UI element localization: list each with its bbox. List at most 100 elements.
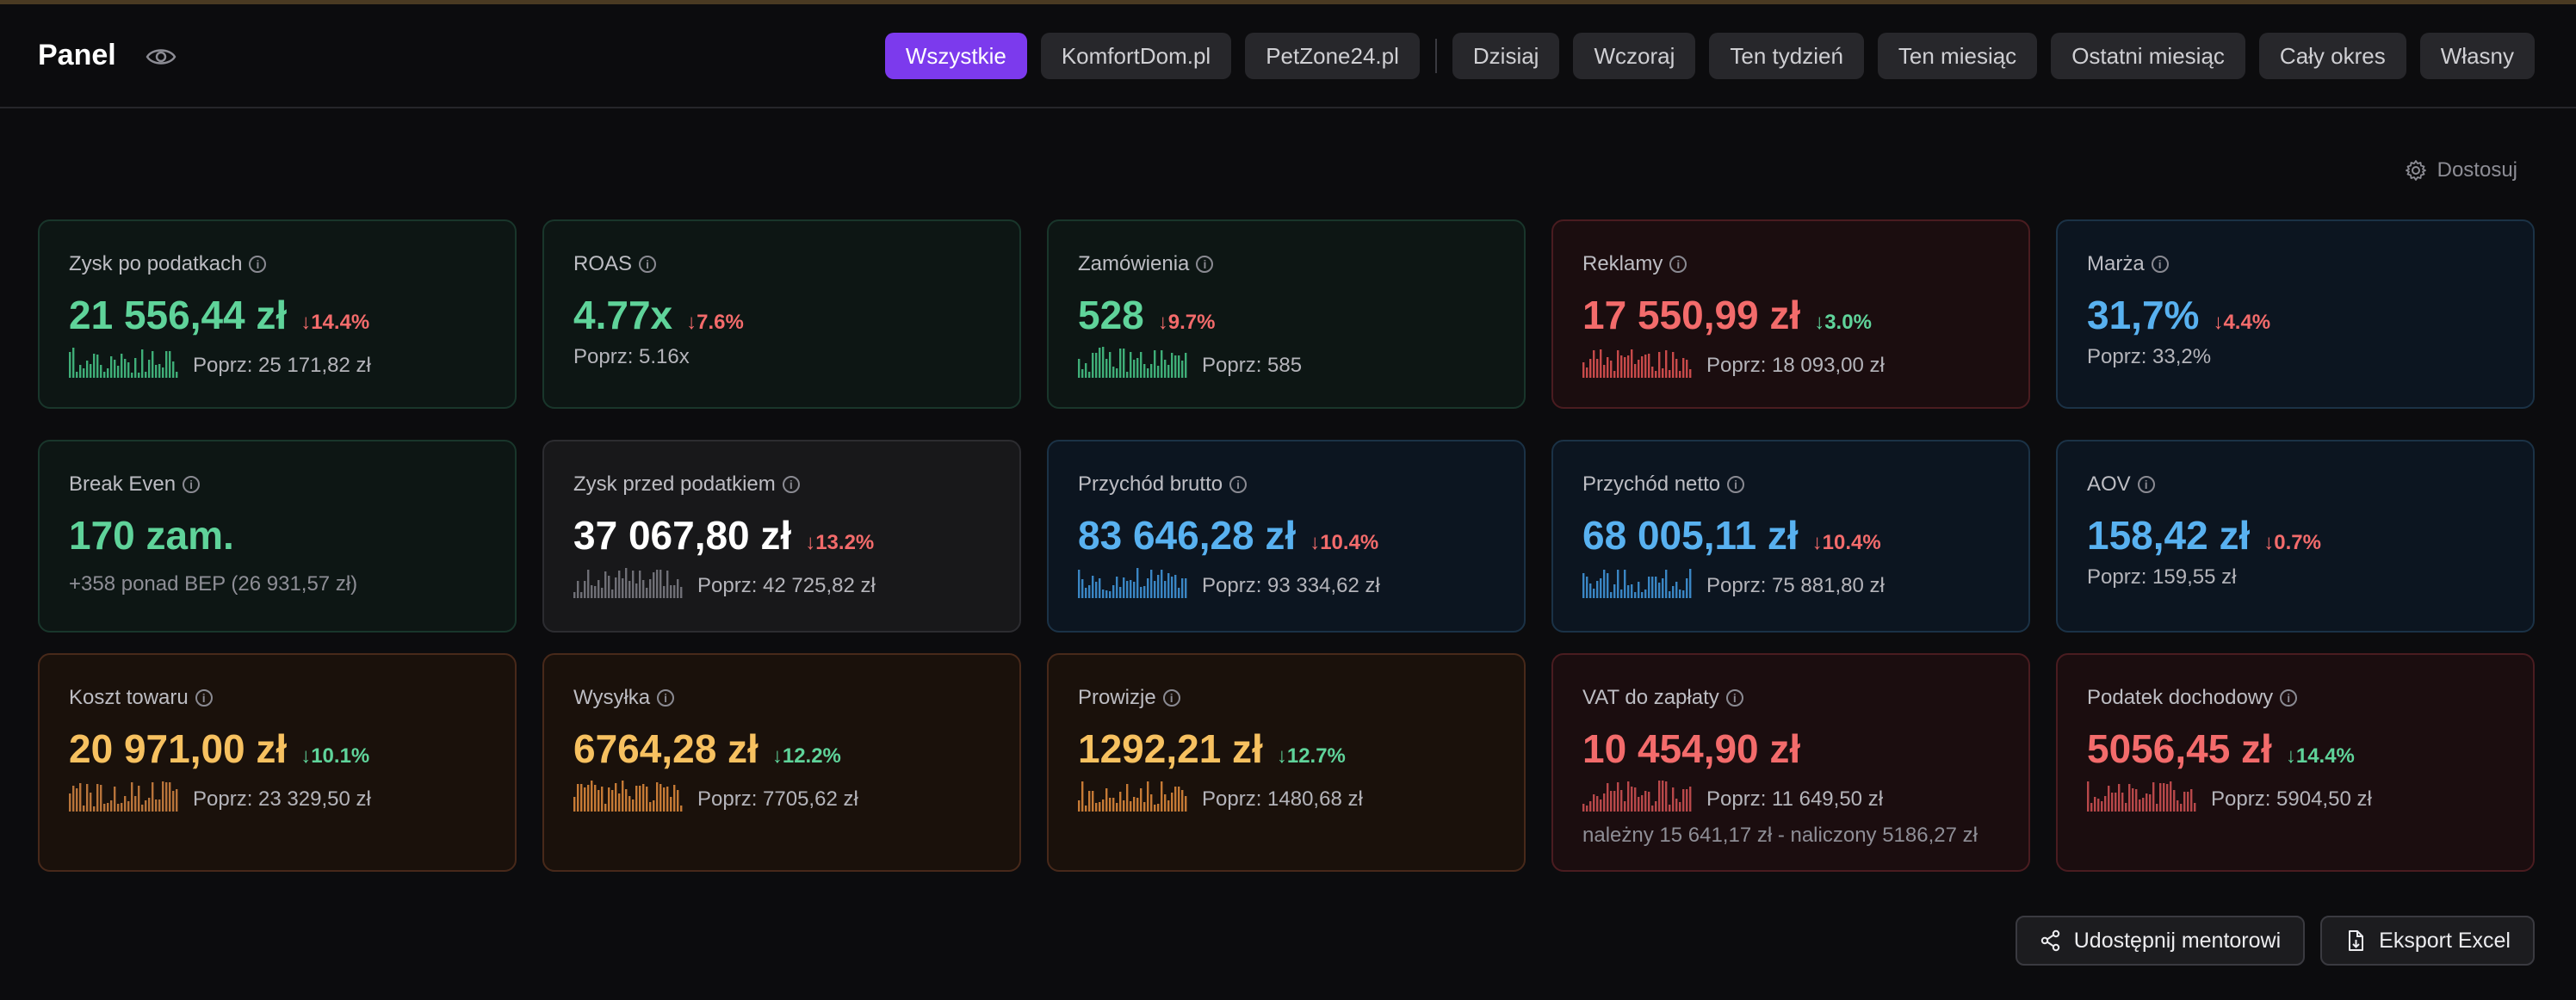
sparkline-bar bbox=[2111, 793, 2114, 812]
metric-value: 528 bbox=[1078, 293, 1144, 337]
info-icon[interactable]: i bbox=[183, 476, 201, 493]
info-icon[interactable]: i bbox=[2151, 256, 2169, 273]
info-icon[interactable]: i bbox=[1725, 689, 1743, 707]
sparkline-bar bbox=[1185, 796, 1187, 812]
sparkline-bar bbox=[1603, 365, 1606, 378]
filter-button[interactable]: Ten tydzień bbox=[1709, 33, 1864, 79]
filter-button[interactable]: Dzisiaj bbox=[1452, 33, 1560, 79]
info-icon[interactable]: i bbox=[1162, 689, 1180, 707]
metric-value: 6764,28 zł bbox=[573, 726, 759, 771]
sparkline-bar bbox=[1638, 582, 1640, 598]
sparkline-bar bbox=[2156, 804, 2158, 812]
sparkline-bar bbox=[2104, 796, 2107, 812]
filter-button[interactable]: Ten miesiąc bbox=[1877, 33, 2038, 79]
sparkline-bar bbox=[1157, 575, 1160, 598]
info-icon[interactable]: i bbox=[1727, 476, 1745, 493]
sparkline-bar bbox=[1679, 371, 1681, 378]
sparkline-bar bbox=[1586, 806, 1588, 812]
metric-value: 20 971,00 zł bbox=[69, 726, 288, 771]
sparkline-bar bbox=[1078, 359, 1081, 378]
sparkline-chart bbox=[2087, 781, 2196, 812]
sparkline-chart bbox=[1078, 568, 1187, 598]
info-icon[interactable]: i bbox=[2137, 476, 2155, 493]
sparkline-bar bbox=[1109, 798, 1112, 812]
metric-main: 6764,28 zł ↓12.2% bbox=[573, 725, 841, 772]
metric-main: 20 971,00 zł ↓10.1% bbox=[69, 725, 369, 772]
metric-main: 31,7% ↓4.4% bbox=[2087, 292, 2270, 338]
sparkline-bar bbox=[152, 351, 154, 378]
metric-label-text: AOV bbox=[2087, 472, 2131, 496]
sparkline-bar bbox=[670, 797, 672, 812]
sparkline-bar bbox=[1596, 796, 1599, 812]
sparkline-bar bbox=[1112, 798, 1115, 812]
sparkline-bar bbox=[124, 359, 127, 378]
filter-button[interactable]: Ostatni miesiąc bbox=[2051, 33, 2245, 79]
sparkline-bar bbox=[677, 579, 679, 598]
sparkline-bar bbox=[1658, 781, 1661, 812]
sparkline-bar bbox=[1119, 349, 1122, 378]
sparkline-bar bbox=[1665, 781, 1668, 812]
sparkline-bar bbox=[673, 585, 676, 598]
sparkline-bar bbox=[2190, 789, 2193, 812]
sparkline-bar bbox=[138, 373, 140, 378]
sparkline-bar bbox=[1596, 581, 1599, 598]
metric-label: Marża i bbox=[2087, 252, 2169, 276]
sparkline-bar bbox=[1607, 573, 1609, 598]
info-icon[interactable]: i bbox=[1196, 256, 1214, 273]
info-icon[interactable]: i bbox=[195, 689, 213, 707]
info-icon[interactable]: i bbox=[639, 256, 657, 273]
sparkline-bar bbox=[152, 782, 154, 812]
info-icon[interactable]: i bbox=[2280, 689, 2298, 707]
sparkline-bar bbox=[608, 576, 610, 598]
sparkline-bar bbox=[1658, 583, 1661, 598]
sparkline-bar bbox=[2149, 794, 2152, 812]
sparkline-bar bbox=[1655, 801, 1657, 812]
eye-icon[interactable] bbox=[145, 44, 177, 70]
export-excel-button[interactable]: Eksport Excel bbox=[2320, 916, 2535, 966]
sparkline-bar bbox=[93, 354, 96, 378]
info-icon[interactable]: i bbox=[657, 689, 675, 707]
metric-label-text: Break Even bbox=[69, 472, 176, 496]
metric-change: ↓12.7% bbox=[1276, 744, 1346, 768]
sparkline-bar bbox=[604, 571, 607, 598]
sparkline-bar bbox=[103, 372, 106, 378]
header-bar: Panel Wszystkie KomfortDom.pl PetZone24.pl… bbox=[0, 4, 2576, 108]
filter-button[interactable]: KomfortDom.pl bbox=[1040, 33, 1232, 79]
metric-change: ↓9.7% bbox=[1157, 311, 1216, 334]
sparkline-bar bbox=[1644, 590, 1647, 598]
sparkline-bar bbox=[622, 781, 624, 812]
sparkline-bar bbox=[1095, 803, 1098, 812]
sparkline-bar bbox=[2108, 786, 2110, 812]
sparkline-bar bbox=[2180, 804, 2183, 812]
sparkline-bar bbox=[1092, 353, 1094, 378]
filter-button[interactable]: Wczoraj bbox=[1573, 33, 1696, 79]
sparkline-bar bbox=[86, 361, 89, 378]
gear-icon bbox=[2405, 160, 2426, 181]
customize-button[interactable]: Dostosuj bbox=[2405, 158, 2517, 182]
filter-button[interactable]: Własny bbox=[2419, 33, 2535, 79]
filter-button[interactable]: Cały okres bbox=[2258, 33, 2406, 79]
share-mentor-button[interactable]: Udostępnij mentorowi bbox=[2015, 916, 2306, 966]
sparkline-bar bbox=[639, 786, 641, 812]
info-icon[interactable]: i bbox=[249, 256, 267, 273]
metric-sub: Poprz: 23 329,50 zł bbox=[69, 779, 371, 812]
metric-label-text: ROAS bbox=[573, 252, 633, 275]
info-icon[interactable]: i bbox=[782, 476, 800, 493]
sparkline-bar bbox=[2163, 783, 2165, 812]
sparkline-bar bbox=[69, 352, 71, 378]
sparkline-bar bbox=[584, 787, 586, 812]
sparkline-bar bbox=[1607, 357, 1609, 378]
sparkline-bar bbox=[1617, 782, 1619, 812]
info-icon[interactable]: i bbox=[1229, 476, 1248, 493]
info-icon[interactable]: i bbox=[1669, 256, 1687, 273]
metric-previous: Poprz: 5.16x bbox=[573, 345, 690, 368]
sparkline-bar bbox=[2173, 790, 2176, 812]
filter-button[interactable]: Wszystkie bbox=[884, 33, 1027, 79]
sparkline-bar bbox=[2177, 800, 2179, 812]
sparkline-bar bbox=[1085, 588, 1087, 598]
filter-button[interactable]: PetZone24.pl bbox=[1245, 33, 1420, 79]
sparkline-bar bbox=[1613, 371, 1616, 378]
sparkline-chart bbox=[1078, 347, 1187, 378]
sparkline-bar bbox=[2183, 792, 2186, 812]
sparkline-bar bbox=[79, 365, 82, 378]
